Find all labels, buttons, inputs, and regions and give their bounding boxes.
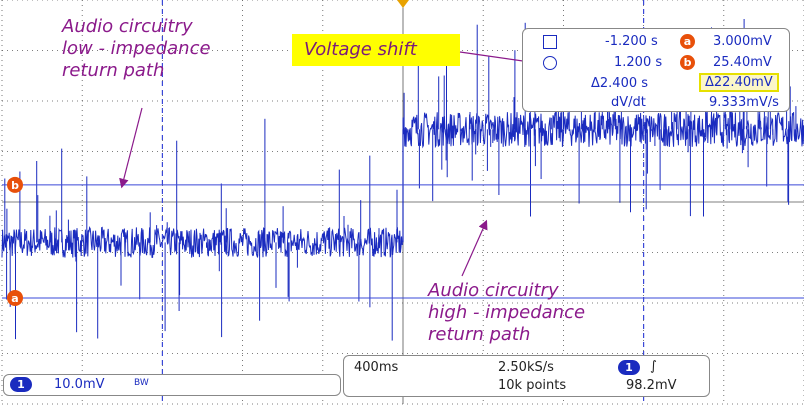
level-marker-a-label: a — [11, 292, 18, 305]
annotation-line: return path — [62, 60, 165, 81]
cursor-t2: 1.200 s — [614, 55, 663, 70]
annotation-line: Audio circuitry — [62, 16, 193, 37]
trace-segment — [1, 225, 404, 258]
bandwidth-limit: BW — [134, 378, 149, 388]
annotation-high-impedance: Audio circuitry high - impedance return … — [428, 280, 628, 346]
acquisition-readout: 400ms 2.50kS/s 10k points 1 ∫ 98.2mV — [343, 355, 710, 397]
cursor-b-badge: b — [680, 55, 695, 70]
channel-scale: 10.0mV — [54, 377, 105, 392]
cursor-readout-panel: -1.200 s 1.200 s Δ2.400 s dV/dt a b 3.00… — [522, 28, 790, 112]
sample-rate: 2.50kS/s — [498, 360, 554, 375]
level-marker-b-label: b — [11, 179, 19, 192]
annotation-line: Audio circuitry — [428, 280, 559, 301]
level-markers: ab — [7, 176, 23, 306]
cursor-dt: Δ2.400 s — [591, 76, 649, 91]
annotation-line: low - impedance — [62, 38, 211, 59]
annotation-low-impedance: Audio circuitry low - impedance return p… — [62, 16, 242, 82]
annotation-line: return path — [428, 324, 531, 345]
level-marker-b — [7, 176, 23, 193]
record-length: 10k points — [498, 378, 567, 393]
channel-readout: 1 10.0mV BW — [3, 374, 341, 396]
cursor-t1: -1.200 s — [605, 34, 658, 49]
cursor-a-badge: a — [680, 34, 695, 49]
level-marker-a — [7, 289, 23, 306]
trigger-marker — [397, 0, 409, 8]
cursor-dvdt-label: dV/dt — [611, 95, 646, 110]
channel-1-badge[interactable]: 1 — [10, 377, 32, 392]
voltage-shift-label: Voltage shift — [292, 34, 460, 66]
cursor-va: 3.000mV — [713, 34, 772, 49]
circle-cursor-icon — [543, 56, 557, 70]
timebase: 400ms — [354, 360, 399, 375]
trigger-channel-badge[interactable]: 1 — [618, 360, 640, 375]
trigger-level: 98.2mV — [626, 378, 677, 393]
cursor-vb: 25.40mV — [713, 55, 772, 70]
trigger-slope-icon: ∫ — [650, 359, 657, 374]
square-cursor-icon — [543, 35, 557, 49]
cursor-dv: Δ22.40mV — [699, 73, 779, 92]
cursor-dvdt: 9.333mV/s — [709, 95, 779, 110]
annotation-line: high - impedance — [428, 302, 586, 323]
